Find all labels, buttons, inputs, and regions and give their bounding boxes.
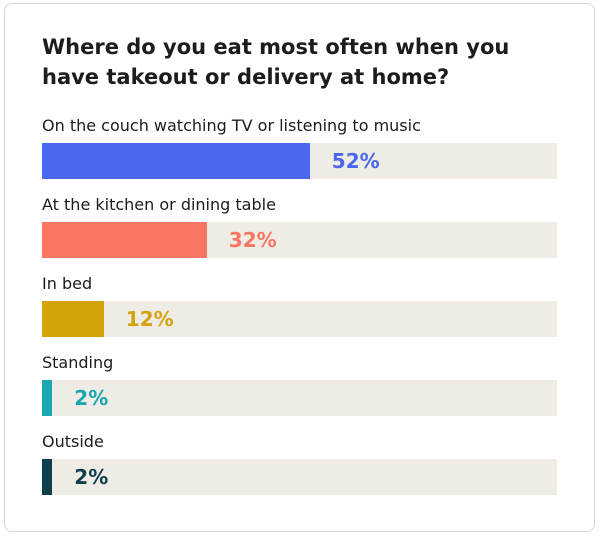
bar-label: Standing — [42, 353, 114, 372]
bar-label: On the couch watching TV or listening to… — [42, 116, 421, 135]
bar — [42, 301, 104, 337]
chart-card — [4, 3, 595, 532]
bar-label: In bed — [42, 274, 93, 293]
bar — [42, 143, 310, 179]
bar-value-label: 12% — [125, 307, 174, 331]
bar-label: At the kitchen or dining table — [42, 195, 276, 214]
bar-value-label: 32% — [228, 228, 277, 252]
bar-label: Outside — [42, 432, 104, 451]
bar-track: 2% — [42, 380, 557, 416]
bar-track: 2% — [42, 459, 557, 495]
bar-value-label: 52% — [331, 149, 380, 173]
bar-track: 52% — [42, 143, 557, 179]
chart-title: Where do you eat most often when you hav… — [42, 35, 510, 89]
bar-value-label: 2% — [74, 386, 109, 410]
bar-track: 12% — [42, 301, 557, 337]
bar-track: 32% — [42, 222, 557, 258]
bar — [42, 380, 53, 416]
bar-value-label: 2% — [74, 465, 109, 489]
bar — [42, 222, 207, 258]
bar — [42, 459, 53, 495]
